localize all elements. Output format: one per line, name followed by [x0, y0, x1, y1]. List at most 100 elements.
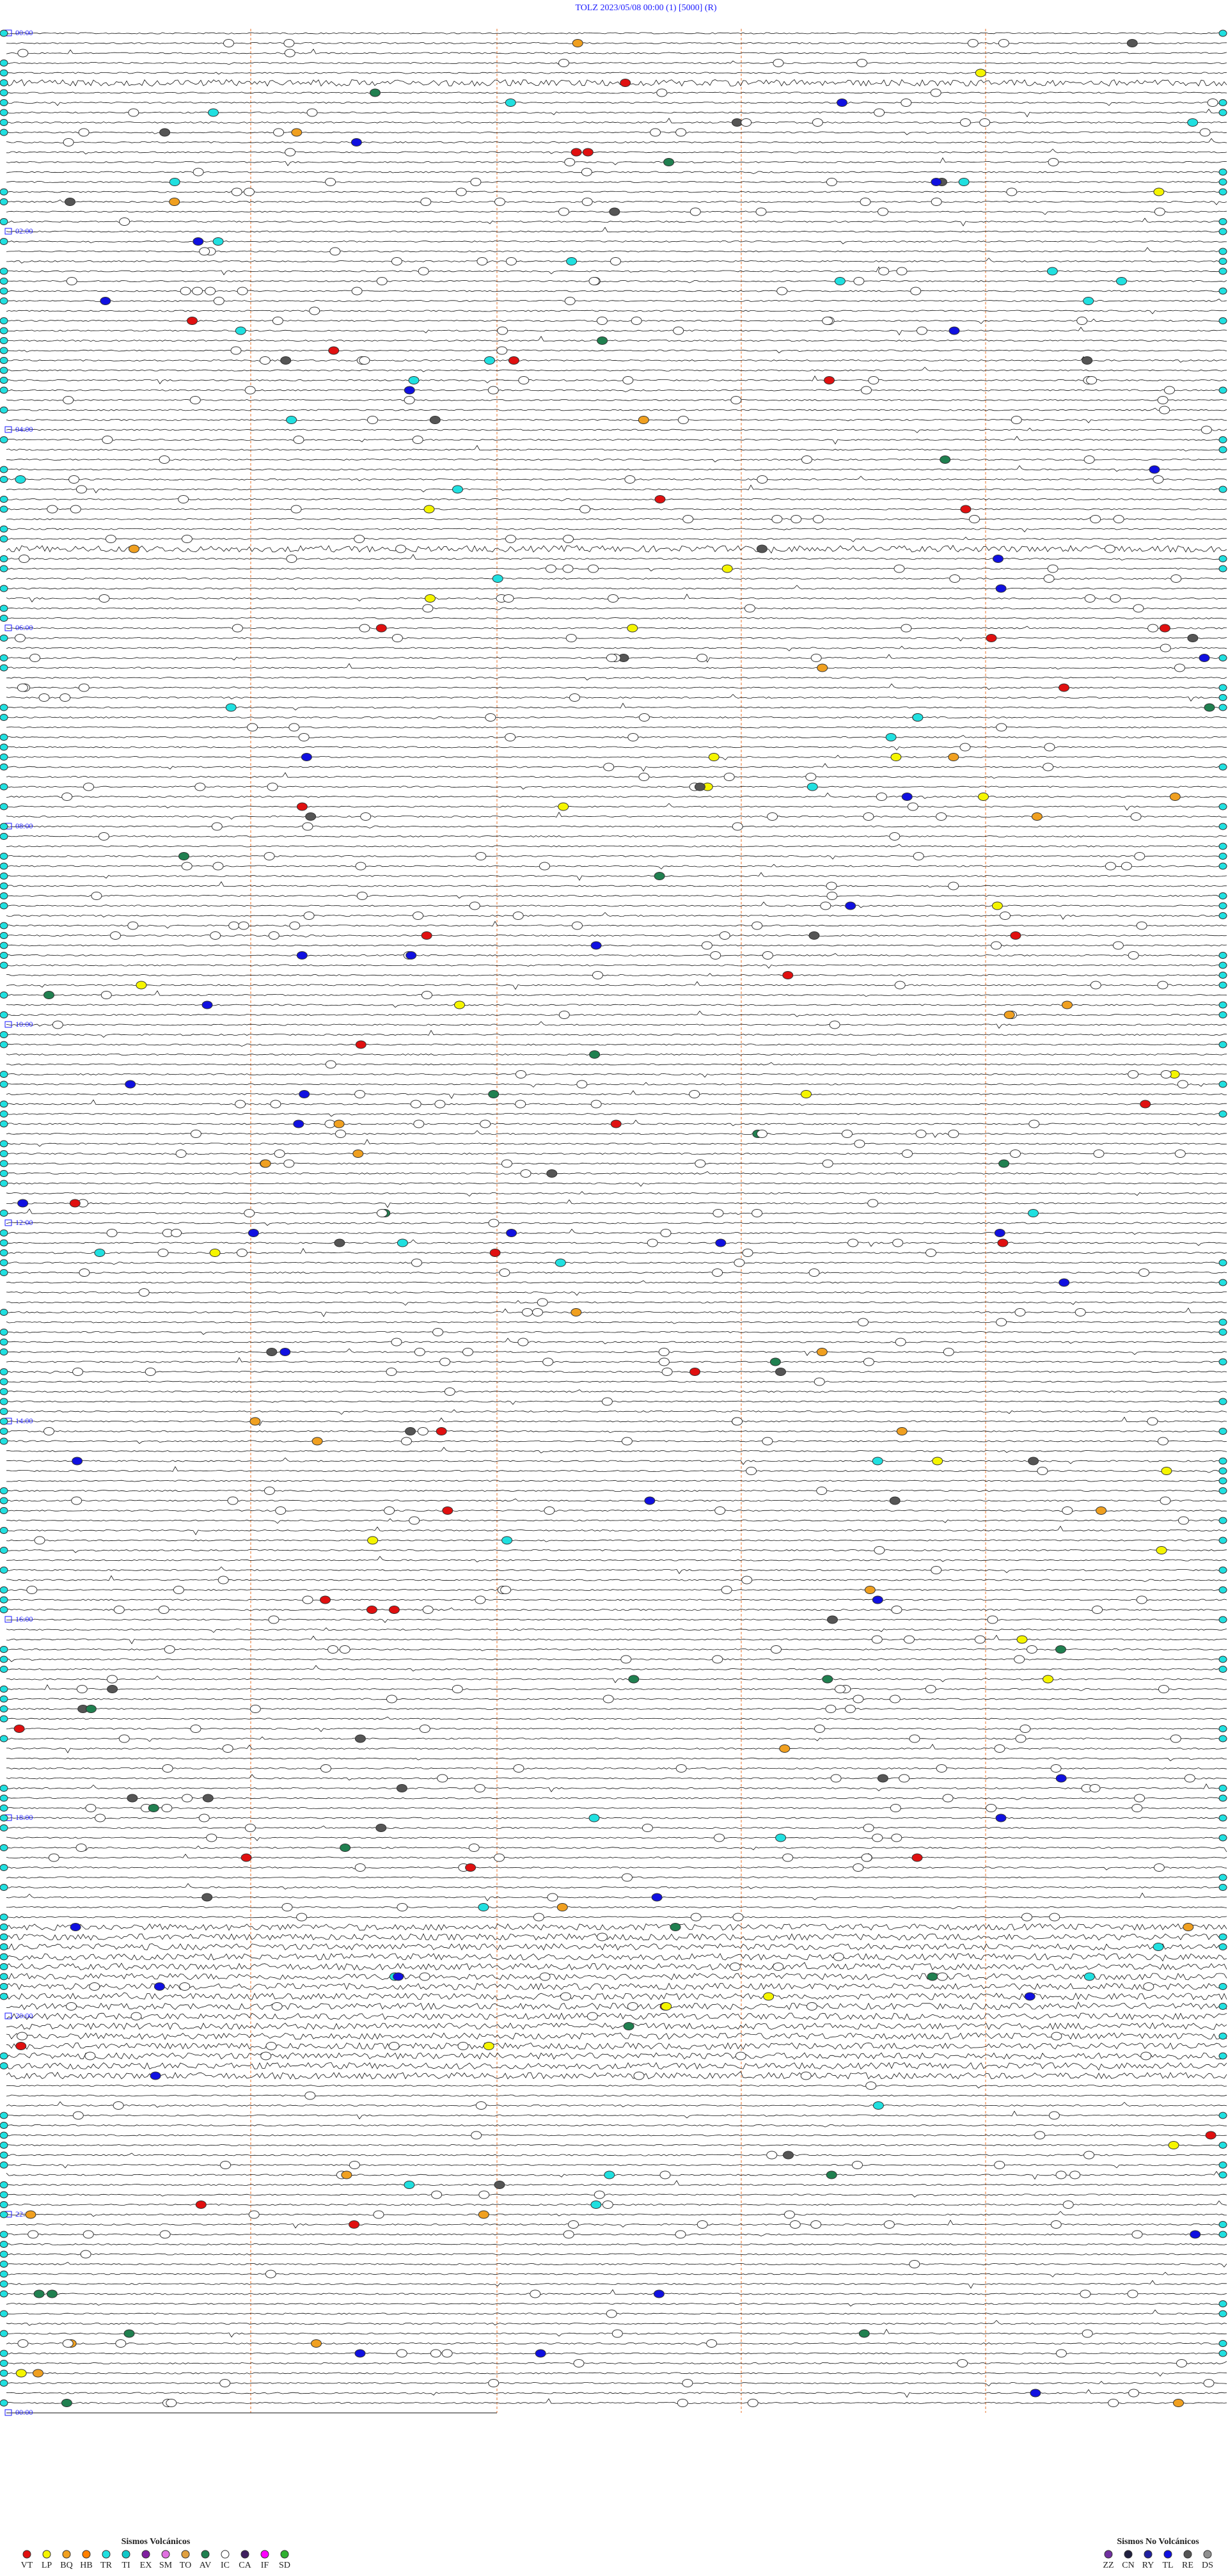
event-marker — [563, 535, 574, 543]
event-marker — [0, 1309, 8, 1316]
event-marker — [1177, 1080, 1188, 1089]
event-marker — [194, 782, 206, 791]
trace — [6, 944, 1227, 947]
event-marker — [627, 624, 638, 633]
trace — [6, 763, 1227, 772]
event-marker — [822, 1675, 833, 1684]
event-marker — [75, 485, 87, 494]
event-marker — [1218, 2032, 1227, 2040]
event-marker — [800, 2071, 812, 2080]
event-marker — [987, 1615, 998, 1624]
event-marker — [1187, 634, 1199, 642]
event-marker — [230, 346, 242, 355]
event-marker — [375, 1824, 387, 1832]
event-marker — [771, 515, 783, 523]
event-marker — [15, 2369, 27, 2378]
event-marker — [0, 476, 8, 483]
event-marker — [212, 862, 224, 871]
event-marker — [1174, 1150, 1186, 1158]
event-marker — [76, 1685, 88, 1693]
event-marker — [499, 1268, 510, 1277]
event-marker — [752, 921, 763, 930]
trace — [6, 280, 1227, 283]
trace — [6, 2163, 1227, 2169]
hour-label: 02:00 — [15, 226, 33, 235]
trace — [6, 1489, 1227, 1492]
event-marker — [0, 129, 8, 136]
trace — [6, 1331, 1227, 1335]
event-marker — [890, 753, 902, 761]
event-marker — [1218, 1110, 1227, 1118]
trace — [6, 1783, 1227, 1792]
event-marker — [677, 416, 689, 424]
event-marker — [1218, 853, 1227, 860]
event-marker — [259, 356, 271, 365]
event-marker — [0, 1567, 8, 1574]
event-marker — [0, 1110, 8, 1118]
event-marker — [0, 2369, 8, 2377]
event-marker — [1218, 972, 1227, 979]
event-marker — [1174, 663, 1185, 672]
legend-marker — [181, 2550, 190, 2559]
event-marker — [1160, 644, 1171, 652]
legend-title: Sismos No Volcánicos — [1117, 2537, 1199, 2547]
event-marker — [1046, 267, 1058, 276]
event-marker — [209, 1249, 221, 1257]
event-marker — [1116, 277, 1127, 285]
trace — [6, 1817, 1227, 1819]
label-box — [4, 2012, 12, 2019]
event-marker — [0, 1666, 8, 1673]
trace — [6, 1549, 1227, 1553]
legend-marker — [1163, 2550, 1172, 2559]
event-marker — [503, 594, 514, 603]
event-marker — [1082, 356, 1093, 365]
trace — [6, 2101, 1227, 2108]
event-marker — [810, 2220, 822, 2229]
trace — [6, 792, 1227, 799]
event-marker — [1218, 555, 1227, 562]
trace — [6, 1876, 1227, 1879]
event-marker — [471, 2131, 482, 2140]
trace — [6, 484, 1227, 494]
trace — [6, 1430, 1227, 1434]
trace — [6, 1010, 1227, 1017]
event-marker — [694, 782, 705, 791]
event-marker — [201, 1000, 213, 1009]
event-marker — [1199, 128, 1211, 137]
trace — [6, 326, 1227, 336]
legend-code: SD — [279, 2561, 290, 2570]
event-marker — [0, 1646, 8, 1653]
event-marker — [861, 1853, 872, 1862]
event-marker — [539, 862, 550, 871]
hour-label: 20:00 — [15, 2011, 33, 2020]
trace — [6, 1664, 1227, 1671]
event-marker — [391, 1338, 402, 1347]
event-marker — [1015, 1734, 1027, 1743]
trace — [6, 367, 1227, 372]
trace — [6, 1736, 1227, 1742]
trace — [6, 1152, 1227, 1156]
event-marker — [1074, 1308, 1086, 1316]
event-marker — [193, 168, 204, 177]
trace — [6, 1634, 1227, 1645]
event-marker — [994, 1229, 1005, 1237]
event-marker — [0, 29, 8, 37]
event-marker — [842, 1130, 853, 1138]
event-marker — [0, 2131, 8, 2139]
event-marker — [488, 1219, 500, 1228]
event-marker — [494, 198, 505, 206]
event-marker — [936, 812, 947, 821]
event-marker — [1218, 486, 1227, 493]
trace — [6, 1053, 1227, 1056]
trace — [6, 1757, 1227, 1762]
event-marker — [1218, 862, 1227, 870]
event-marker — [0, 714, 8, 721]
event-marker — [1159, 406, 1170, 415]
event-marker — [355, 862, 366, 871]
event-marker — [773, 1963, 784, 1971]
event-marker — [0, 1249, 8, 1256]
label-box — [4, 2409, 12, 2416]
trace — [6, 803, 1227, 811]
event-marker — [0, 734, 8, 741]
event-marker — [61, 793, 73, 801]
